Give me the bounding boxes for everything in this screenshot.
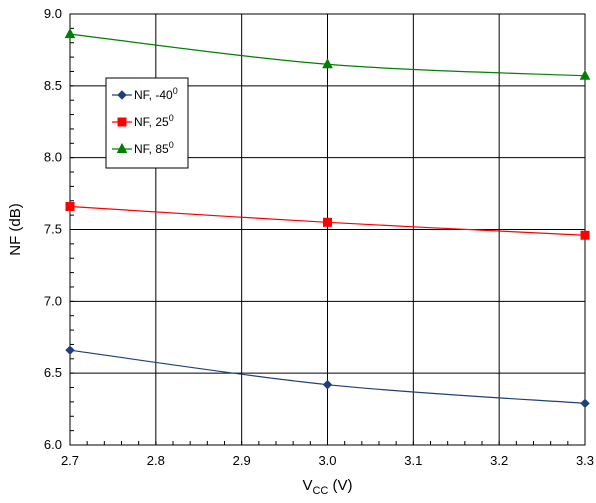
y-tick-label: 8.5 xyxy=(44,78,62,93)
data-point xyxy=(117,90,127,100)
x-tick-label: 3.1 xyxy=(404,453,422,468)
data-point xyxy=(580,230,590,240)
data-point xyxy=(117,117,127,127)
y-tick-label: 6.5 xyxy=(44,365,62,380)
x-axis-title-main: V xyxy=(302,477,312,494)
x-tick-label: 2.9 xyxy=(233,453,251,468)
data-point xyxy=(116,142,128,153)
data-point xyxy=(64,28,76,39)
y-tick-label: 7.0 xyxy=(44,293,62,308)
x-tick-label: 2.8 xyxy=(147,453,165,468)
y-tick-labels: 6.0 6.5 7.0 7.5 8.0 8.5 9.0 xyxy=(44,6,62,452)
legend-label: NF, -400 xyxy=(134,86,178,102)
legend-label: NF, 850 xyxy=(134,140,174,156)
y-axis-title: NF (dB) xyxy=(7,203,24,256)
legend-item: NF, 250 xyxy=(112,113,174,129)
x-tick-label: 3.0 xyxy=(318,453,336,468)
x-tick-label: 3.2 xyxy=(490,453,508,468)
data-point xyxy=(322,379,333,390)
x-tick-label: 2.7 xyxy=(61,453,79,468)
y-tick-label: 8.0 xyxy=(44,150,62,165)
series-3 xyxy=(64,28,591,80)
data-point xyxy=(322,58,333,69)
series-1 xyxy=(65,345,590,409)
x-axis-title-unit: (V) xyxy=(328,477,352,494)
legend-label-degree: 0 xyxy=(169,140,174,150)
x-axis-title-subscript: CC xyxy=(312,485,328,497)
legend-label-degree: 0 xyxy=(169,113,174,123)
y-tick-label: 9.0 xyxy=(44,6,62,21)
x-tick-label: 3.3 xyxy=(576,453,594,468)
x-axis-title: VCC (V) xyxy=(302,477,352,497)
minor-ticks xyxy=(70,27,569,445)
y-tick-label: 6.0 xyxy=(44,437,62,452)
legend-item: NF, 850 xyxy=(112,140,174,156)
legend-label-text: NF, 85 xyxy=(134,142,169,156)
legend-item: NF, -400 xyxy=(112,86,178,102)
series-2 xyxy=(65,202,590,240)
data-point xyxy=(65,345,75,355)
data-point xyxy=(323,217,332,227)
legend-label-text: NF, 25 xyxy=(134,115,169,129)
series-group xyxy=(64,28,591,409)
data-point xyxy=(65,202,75,212)
x-tick-labels: 2.7 2.8 2.9 3.0 3.1 3.2 3.3 xyxy=(61,453,594,468)
y-tick-label: 7.5 xyxy=(44,222,62,237)
legend-label-text: NF, -40 xyxy=(134,88,173,102)
data-point xyxy=(580,398,590,409)
legend-label-degree: 0 xyxy=(173,86,178,96)
data-point xyxy=(579,69,591,80)
legend-label: NF, 250 xyxy=(134,113,174,129)
